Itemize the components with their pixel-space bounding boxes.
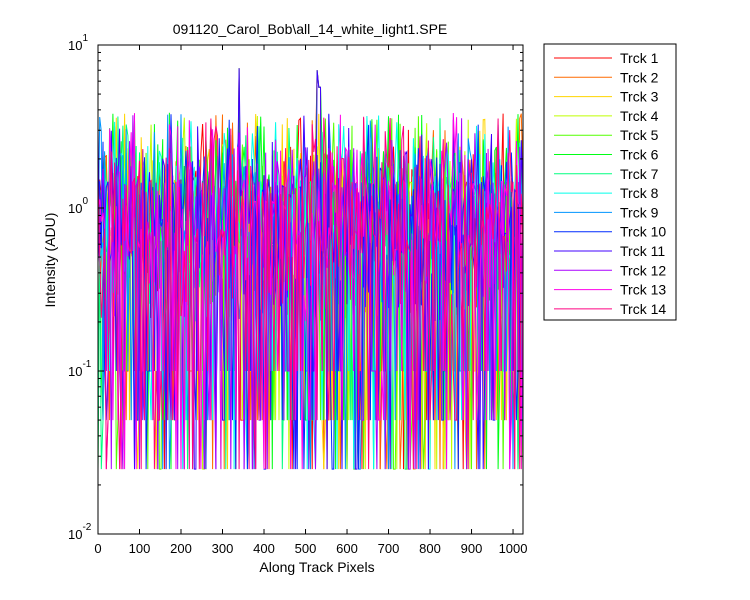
x-tick-label: 300 bbox=[212, 541, 234, 556]
x-tick-label: 1000 bbox=[499, 541, 528, 556]
plot-series-group bbox=[98, 68, 523, 470]
y-tick-label: 101 bbox=[68, 33, 88, 53]
legend-label: Trck 12 bbox=[620, 262, 666, 278]
x-tick-label: 0 bbox=[94, 541, 101, 556]
legend-label: Trck 2 bbox=[620, 69, 659, 85]
legend-label: Trck 1 bbox=[620, 50, 659, 66]
legend-label: Trck 14 bbox=[620, 301, 666, 317]
legend-label: Trck 3 bbox=[620, 89, 659, 105]
legend-label: Trck 5 bbox=[620, 127, 659, 143]
plot-area-frame bbox=[97, 44, 524, 535]
legend-label: Trck 10 bbox=[620, 224, 666, 240]
x-tick-label: 100 bbox=[129, 541, 151, 556]
x-tick-label: 700 bbox=[378, 541, 400, 556]
legend-label: Trck 13 bbox=[620, 282, 666, 298]
y-tick-label: 10-2 bbox=[68, 522, 92, 542]
y-axis: 10-2 10-1 100 101 bbox=[68, 33, 523, 542]
x-axis-label: Along Track Pixels bbox=[259, 559, 374, 575]
legend-label: Trck 4 bbox=[620, 108, 659, 124]
x-tick-label: 900 bbox=[461, 541, 483, 556]
legend-label: Trck 11 bbox=[620, 243, 665, 259]
x-tick-label: 800 bbox=[419, 541, 441, 556]
legend-box bbox=[543, 43, 677, 321]
legend: Trck 1 Trck 2 Trck 3 Trck 4 Trck 5 Trck 6 Trck… bbox=[543, 43, 677, 321]
x-tick-label: 500 bbox=[295, 541, 317, 556]
x-tick-label: 200 bbox=[170, 541, 192, 556]
legend-label: Trck 9 bbox=[620, 204, 659, 220]
legend-label: Trck 7 bbox=[620, 166, 659, 182]
x-tick-label: 400 bbox=[253, 541, 275, 556]
series-line-14 bbox=[98, 116, 523, 470]
chart-title: 091120_Carol_Bob\all_14_white_light1.SPE bbox=[173, 21, 448, 37]
y-tick-label: 100 bbox=[68, 196, 88, 216]
y-axis-label: Intensity (ADU) bbox=[42, 213, 58, 308]
legend-label: Trck 6 bbox=[620, 147, 659, 163]
x-tick-label: 600 bbox=[336, 541, 358, 556]
legend-label: Trck 8 bbox=[620, 185, 659, 201]
x-axis: 0 100 200 300 400 500 600 700 800 900 1000 bbox=[94, 45, 528, 556]
y-tick-label: 10-1 bbox=[68, 359, 92, 379]
